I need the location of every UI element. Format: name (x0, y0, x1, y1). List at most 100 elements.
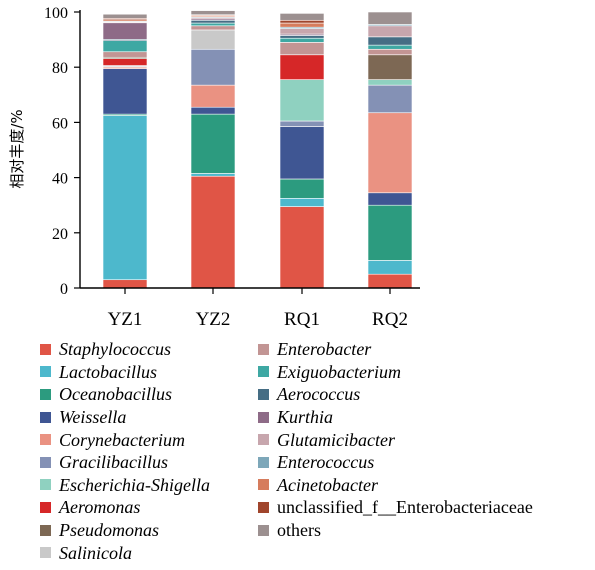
legend-swatch (258, 388, 269, 400)
bar-segment (279, 54, 325, 80)
bar-segment (279, 206, 325, 289)
bar-segment (190, 10, 236, 16)
legend-label: Weissella (59, 407, 127, 428)
legend-swatch (40, 456, 51, 468)
bar-segment (279, 37, 325, 43)
x-tick-label: RQ1 (284, 309, 320, 330)
bar-segment (279, 178, 325, 199)
legend-label: Aerococcus (277, 384, 361, 405)
legend-swatch (258, 479, 269, 491)
bar-segment (367, 204, 413, 261)
legend-swatch (258, 411, 269, 423)
legend-swatch (258, 366, 269, 378)
bar-segment (279, 120, 325, 127)
legend-item: Acinetobacter (258, 474, 533, 497)
legend-item: Aerococcus (258, 383, 533, 406)
legend-swatch (258, 501, 269, 513)
legend-item: Enterococcus (258, 451, 533, 474)
bar-segment (102, 40, 148, 53)
bar-segment (367, 260, 413, 275)
bar-segment (190, 113, 236, 174)
legend-item: Gracilibacillus (40, 451, 210, 474)
legend-label: Staphylococcus (59, 339, 171, 360)
legend-swatch (40, 343, 51, 355)
legend-column-1: Staphylococcus Lactobacillus Oceanobacillu… (40, 338, 210, 564)
legend-swatch (258, 343, 269, 355)
legend-label: Lactobacillus (59, 361, 157, 382)
bar-segment (279, 42, 325, 56)
y-tick-label: 80 (52, 60, 68, 77)
y-tick-label: 60 (52, 115, 68, 132)
legend-swatch (40, 411, 51, 423)
legend-item: Glutamicibacter (258, 428, 533, 451)
legend-item: Weissella (40, 406, 210, 429)
legend-swatch (40, 479, 51, 491)
stacked-bar-chart: 0 20 40 60 80 100 YZ1 YZ2 RQ1 RQ2 相对丰度/% (8, 5, 420, 330)
x-tick-label: YZ1 (108, 309, 143, 330)
legend-item: Aeromonas (40, 496, 210, 519)
bar-segment (190, 25, 236, 31)
bar-segment (102, 22, 148, 40)
legend-item: Staphylococcus (40, 338, 210, 361)
legend-column-2: Enterobacter Exiguobacterium Aerococcus Kur… (258, 338, 533, 541)
legend-label: others (277, 520, 321, 541)
y-ticks-group: 0 20 40 60 80 100 (44, 5, 80, 298)
legend-swatch (258, 456, 269, 468)
legend-item: Pseudomonas (40, 519, 210, 542)
bar-segment (190, 175, 236, 289)
y-tick-label: 40 (52, 171, 68, 188)
bar-segment (279, 19, 325, 24)
legend-item: Exiguobacterium (258, 361, 533, 384)
x-tick-label: YZ2 (196, 309, 231, 330)
legend-item: Corynebacterium (40, 428, 210, 451)
legend-swatch (40, 366, 51, 378)
bar-segment (279, 13, 325, 21)
legend-swatch (258, 524, 269, 536)
legend-swatch (40, 434, 51, 446)
legend-label: Exiguobacterium (277, 361, 401, 382)
legend-swatch (40, 547, 51, 559)
bar-segment (367, 112, 413, 194)
bar-segment (190, 19, 236, 24)
x-labels-group: YZ1 YZ2 RQ1 RQ2 (108, 288, 408, 330)
legend-item: Enterobacter (258, 338, 533, 361)
bar-segment (367, 79, 413, 86)
bar-segment (102, 115, 148, 281)
legend-label: unclassified_f__Enterobacteriaceae (277, 497, 533, 518)
legend-item: Escherichia-Shigella (40, 474, 210, 497)
legend-item: Salinicola (40, 541, 210, 564)
legend-label: Kurthia (277, 407, 334, 428)
bar-segment (279, 22, 325, 28)
legend-label: Escherichia-Shigella (59, 474, 210, 495)
bar-segment (190, 29, 236, 50)
bar-segment (279, 126, 325, 180)
legend-item: others (258, 519, 533, 542)
y-tick-label: 0 (60, 281, 68, 298)
bar-segment (279, 28, 325, 35)
bar-segment (367, 11, 413, 25)
bar-segment (367, 36, 413, 46)
y-tick-label: 20 (52, 226, 68, 243)
legend-swatch (40, 524, 51, 536)
bar-segment (190, 173, 236, 177)
legend-label: Enterococcus (277, 452, 375, 473)
legend-label: Gracilibacillus (59, 452, 168, 473)
legend-swatch (258, 434, 269, 446)
legend-label: Acinetobacter (277, 474, 378, 495)
bar-segment (367, 44, 413, 50)
legend-item: Oceanobacillus (40, 383, 210, 406)
x-tick-label: RQ2 (372, 309, 408, 330)
bar-segment (279, 198, 325, 207)
legend-label: Glutamicibacter (277, 429, 395, 450)
legend: Staphylococcus Lactobacillus Oceanobacillu… (40, 338, 595, 570)
bar-segment (367, 48, 413, 56)
bar-segment (102, 51, 148, 58)
legend-item: Kurthia (258, 406, 533, 429)
legend-swatch (40, 388, 51, 400)
bar-segment (190, 84, 236, 108)
legend-label: Salinicola (59, 542, 132, 563)
y-tick-label: 100 (44, 5, 68, 22)
legend-label: Enterobacter (277, 339, 372, 360)
bar-segment (367, 25, 413, 38)
legend-item: Lactobacillus (40, 361, 210, 384)
